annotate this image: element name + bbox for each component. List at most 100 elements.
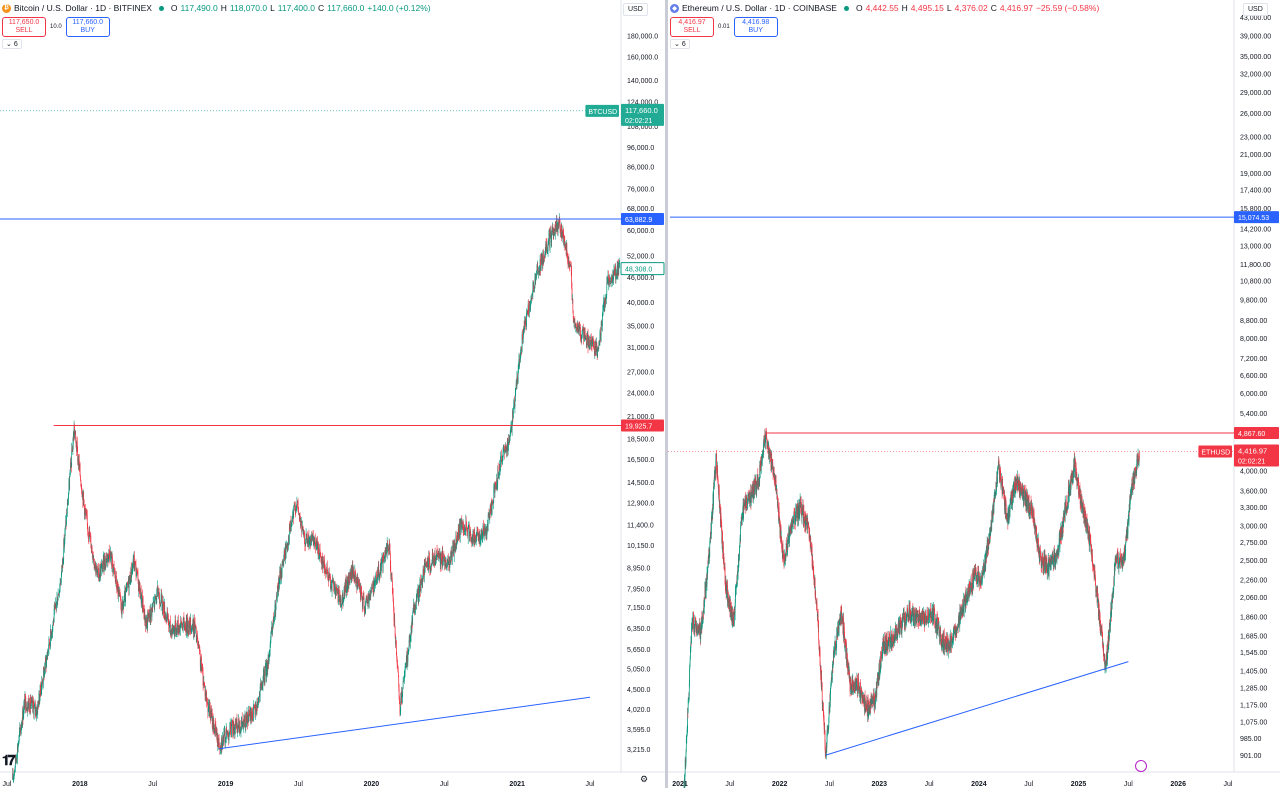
btc-candle-body (152, 605, 154, 607)
btc-candle-body (446, 566, 447, 568)
btc-candle-body (481, 529, 482, 534)
btc-symbol-title[interactable]: Bitcoin / U.S. Dollar · 1D · BITFINEX (14, 3, 152, 13)
btc-candle-body (416, 599, 418, 601)
settings-gear-icon[interactable]: ⚙ (640, 774, 649, 784)
btc-candle-body (378, 564, 379, 578)
btc-indicators-toggle[interactable]: ⌄ 6 (2, 39, 22, 49)
btc-candle-body (423, 568, 424, 572)
btc-candle-body (219, 747, 220, 749)
btc-chart-pane[interactable]: 180,000.0 160,000.0 140,000.0 124,000.0 108,… (0, 0, 665, 788)
btc-currency-select[interactable]: USD (623, 3, 648, 16)
btc-candle-body (41, 680, 43, 689)
btc-candle-body (28, 700, 29, 708)
eth-candle-body (727, 592, 729, 603)
btc-candle-body (176, 624, 178, 627)
eth-candle-body (689, 659, 691, 664)
eth-candle-body (881, 651, 882, 658)
btc-candle-body (552, 229, 554, 235)
btc-candle-body (402, 688, 404, 694)
btc-candle-body (31, 700, 33, 702)
eth-candle-body (709, 557, 710, 559)
btc-candle-body (542, 251, 544, 263)
btc-chart-svg[interactable]: 180,000.0160,000.0140,000.0124,000.0108,… (0, 0, 665, 788)
btc-candle-body (549, 238, 551, 248)
btc-candle-body (490, 508, 492, 515)
btc-candle-body (509, 436, 511, 442)
btc-candle-body (494, 486, 495, 493)
btc-candle-body (301, 521, 303, 532)
tradingview-logo-icon[interactable]: 𝟏𝟕 (2, 752, 16, 768)
btc-candle-body (260, 683, 261, 686)
btc-candle-body (353, 574, 355, 580)
eth-chart-pane[interactable]: 43,000.00 39,000.00 35,000.00 32,000.00 29,0… (668, 0, 1280, 788)
btc-y-tick-label: 7,950.0 (627, 586, 650, 593)
btc-candle-body (304, 532, 305, 544)
btc-candle-body (278, 578, 279, 592)
btc-sell-button[interactable]: 117,650.0 SELL (2, 17, 46, 37)
btc-candle-body (180, 618, 182, 625)
btc-candle-body (600, 336, 602, 337)
btc-candle-body (37, 702, 39, 703)
btc-candle-body (518, 359, 520, 365)
btc-candle-body (162, 603, 164, 610)
btc-candle-body (156, 587, 158, 591)
btc-buy-button[interactable]: 117,660.0 BUY (65, 17, 110, 37)
btc-candle-body (480, 533, 482, 541)
btc-candle-body (98, 578, 100, 579)
btc-candle-body (362, 598, 363, 607)
btc-candle-body (241, 722, 242, 730)
btc-candle-body (421, 578, 422, 580)
eth-candle-body (890, 640, 891, 648)
btc-candle-body (349, 571, 351, 583)
btc-candle-body (275, 604, 277, 615)
btc-candle-body (253, 705, 255, 708)
btc-candle-body (52, 619, 54, 624)
btc-candle-body (497, 483, 498, 486)
btc-y-tick-label: 8,950.0 (627, 565, 650, 572)
btc-candle-body (60, 573, 62, 583)
btc-candle-body (154, 595, 156, 597)
btc-candle-body (251, 711, 253, 719)
btc-candle-body (613, 275, 614, 280)
btc-candle-body (432, 558, 434, 559)
btc-candle-body (279, 570, 281, 583)
btc-candle-body (533, 286, 535, 290)
eth-y-tick-label: 4,000.00 (1240, 468, 1267, 475)
eth-candle-body (926, 610, 928, 618)
eth-candle-body (724, 568, 726, 584)
btc-candle-body (337, 589, 338, 591)
btc-candle-body (265, 664, 267, 666)
btc-candle-body (487, 523, 488, 531)
btc-candle-body (228, 736, 229, 740)
btc-candle-body (379, 572, 381, 576)
eth-candle-body (772, 463, 774, 474)
btc-y-tick-label: 21,000.0 (627, 414, 654, 421)
btc-candle-body (284, 546, 286, 560)
btc-candle-body (149, 609, 151, 618)
btc-candle-body (87, 530, 89, 533)
pane-divider[interactable] (665, 0, 668, 788)
btc-candle-body (181, 624, 183, 626)
btc-candle-body (570, 263, 571, 266)
btc-candle-body (23, 714, 24, 720)
btc-candle-body (181, 624, 183, 629)
btc-candle-body (95, 563, 96, 573)
eth-chart-svg[interactable]: 43,000.0039,000.0035,000.0032,000.0029,0… (668, 0, 1280, 788)
btc-candle-body (185, 617, 187, 632)
btc-candle-body (230, 734, 232, 737)
btc-candle-body (350, 569, 352, 576)
eth-candle-body (745, 501, 747, 512)
btc-candle-body (544, 257, 546, 258)
btc-candle-body (22, 710, 23, 726)
btc-candle-body (108, 555, 109, 561)
btc-candle-body (547, 250, 549, 252)
btc-x-tick-label: 2019 (218, 781, 234, 788)
btc-candle-body (94, 563, 96, 565)
btc-candle-body (388, 543, 390, 551)
btc-candle-body (562, 229, 564, 237)
eth-candle-body (813, 571, 815, 579)
btc-candle-body (417, 588, 419, 600)
btc-candle-body (282, 564, 284, 566)
btc-candle-body (557, 222, 559, 231)
btc-candle-body (353, 570, 354, 575)
